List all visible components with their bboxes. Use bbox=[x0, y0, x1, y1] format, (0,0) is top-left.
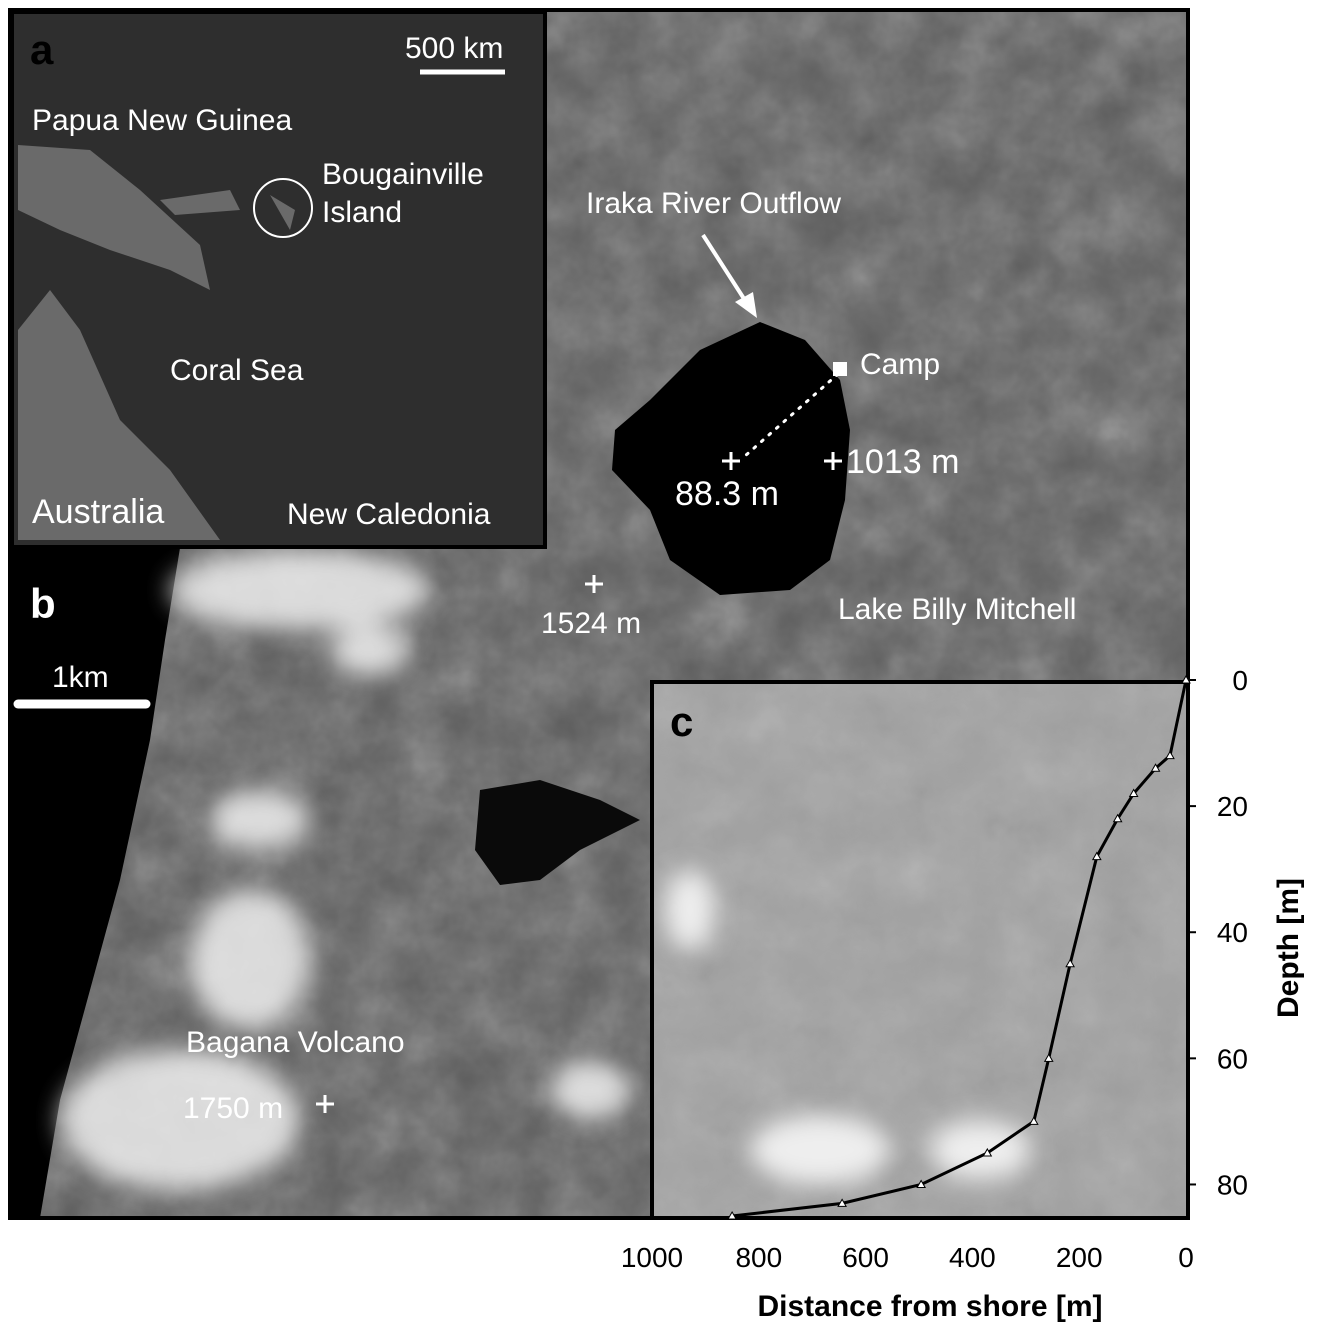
scale-label: 500 km bbox=[405, 30, 503, 68]
place-label: New Caledonia bbox=[287, 496, 490, 534]
x-tick-label: 800 bbox=[735, 1242, 782, 1273]
scale-label: 1km bbox=[52, 659, 109, 697]
x-tick-label: 600 bbox=[842, 1242, 889, 1273]
inset-c-texture bbox=[652, 682, 1188, 1218]
place-label: Australia bbox=[32, 491, 164, 534]
y-tick-label: 0 bbox=[1232, 665, 1248, 696]
place-label: Camp bbox=[860, 346, 940, 384]
y-tick-label: 60 bbox=[1217, 1043, 1248, 1074]
elevation-label: 1524 m bbox=[541, 605, 641, 643]
place-label: Bougainville Island bbox=[322, 156, 522, 231]
camp-marker bbox=[833, 362, 847, 376]
x-tick-label: 200 bbox=[1056, 1242, 1103, 1273]
place-label: Bagana Volcano bbox=[186, 1024, 405, 1062]
panel-letter: b bbox=[30, 580, 56, 628]
x-tick-label: 400 bbox=[949, 1242, 996, 1273]
panel-letter: a bbox=[30, 26, 53, 74]
elevation-label: 1013 m bbox=[846, 441, 959, 484]
place-label: Coral Sea bbox=[170, 352, 303, 390]
place-label: Iraka River Outflow bbox=[586, 185, 841, 223]
panel-letter: c bbox=[670, 698, 693, 746]
page: 0 20 40 60 80 1000 800 600 400 200 0 Distance from … bbox=[0, 0, 1323, 1325]
place-label: Papua New Guinea bbox=[32, 102, 292, 140]
y-tick-label: 40 bbox=[1217, 917, 1248, 948]
x-axis-title: Distance from shore [m] bbox=[757, 1290, 1102, 1323]
y-tick-label: 20 bbox=[1217, 791, 1248, 822]
place-label: Lake Billy Mitchell bbox=[838, 591, 1076, 629]
x-tick-label: 0 bbox=[1178, 1242, 1194, 1273]
x-tick-label: 1000 bbox=[621, 1242, 683, 1273]
depth-label: 88.3 m bbox=[675, 473, 779, 516]
y-tick-label: 80 bbox=[1217, 1169, 1248, 1200]
elevation-label: 1750 m bbox=[183, 1090, 283, 1128]
y-axis-title: Depth [m] bbox=[1272, 878, 1305, 1018]
